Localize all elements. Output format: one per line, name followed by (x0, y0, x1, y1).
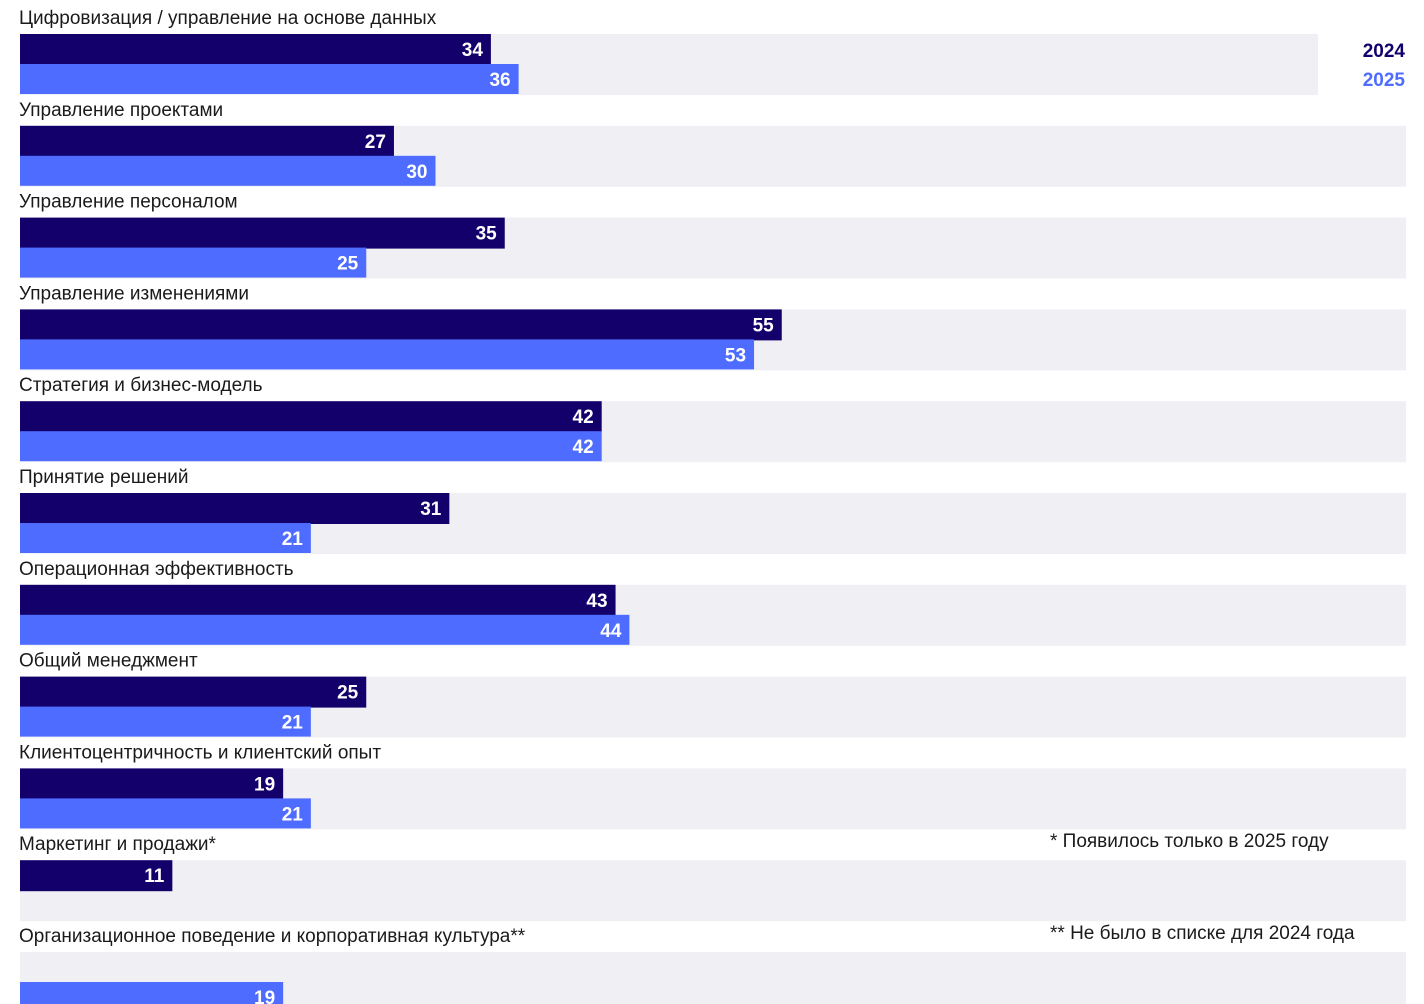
bar-2024 (20, 217, 505, 249)
category-label: Маркетинг и продажи* (19, 834, 217, 855)
category-label: Управление проектами (19, 100, 223, 121)
value-label-2025: 19 (254, 988, 275, 1004)
bar-2025 (20, 64, 519, 94)
legend-2024: 2024 (1363, 41, 1406, 62)
value-label-2025: 36 (489, 70, 510, 91)
value-label-2024: 25 (337, 683, 359, 704)
category-label: Общий менеджмент (19, 651, 198, 672)
value-label-2025: 53 (725, 345, 746, 366)
category-label: Клиентоцентричность и клиентский опыт (19, 742, 381, 763)
value-label-2024: 55 (753, 315, 775, 336)
category-labels: Цифровизация / управление на основе данн… (19, 8, 526, 947)
value-label-2024: 43 (586, 591, 607, 612)
value-label-2025: 30 (406, 162, 427, 183)
bar-track (20, 860, 1406, 922)
value-label-2024: 19 (254, 774, 275, 795)
bar-2025 (20, 431, 602, 462)
value-label-2025: 21 (282, 713, 304, 734)
bar-2024 (20, 401, 602, 433)
value-label-2024: 27 (365, 132, 386, 153)
bar-2025 (20, 339, 755, 370)
value-label-2025: 44 (600, 621, 622, 642)
bar-2024 (20, 125, 394, 157)
bar-2024 (20, 34, 491, 65)
category-label: Цифровизация / управление на основе данн… (19, 8, 437, 29)
bar-2024 (20, 584, 616, 616)
bars (20, 34, 782, 1004)
footnote-1: * Появилось только в 2025 году (1050, 831, 1329, 852)
value-label-2025: 21 (282, 804, 304, 825)
bar-2024 (20, 309, 782, 341)
bar-2025 (20, 798, 311, 829)
category-label: Управление изменениями (19, 283, 249, 304)
legend-2025: 2025 (1363, 70, 1406, 91)
value-label-2024: 11 (144, 866, 165, 887)
bar-2024 (20, 860, 173, 892)
bar-2025 (20, 155, 436, 186)
category-label: Управление персоналом (19, 192, 238, 213)
bar-2024 (20, 676, 367, 708)
value-label-2025: 21 (282, 529, 304, 550)
bar-2025 (20, 614, 630, 645)
category-label: Принятие решений (19, 467, 188, 488)
category-label: Организационное поведение и корпоративна… (19, 926, 526, 947)
bar-2025 (20, 523, 311, 553)
category-label: Операционная эффективность (19, 559, 294, 580)
value-label-2024: 31 (420, 499, 442, 520)
bar-2025 (20, 982, 284, 1004)
value-label-2025: 25 (337, 254, 359, 275)
bar-2025 (20, 247, 367, 278)
value-label-2024: 34 (462, 40, 484, 61)
footnote-2: ** Не было в списке для 2024 года (1050, 923, 1355, 944)
value-label-2024: 35 (476, 224, 498, 245)
category-label: Стратегия и бизнес-модель (19, 375, 263, 396)
bar-2025 (20, 706, 311, 737)
bar-2024 (20, 768, 284, 800)
bar-2024 (20, 493, 450, 524)
value-label-2025: 42 (573, 437, 594, 458)
value-label-2024: 42 (573, 407, 594, 428)
legend: 2024 2025 (1363, 41, 1406, 91)
